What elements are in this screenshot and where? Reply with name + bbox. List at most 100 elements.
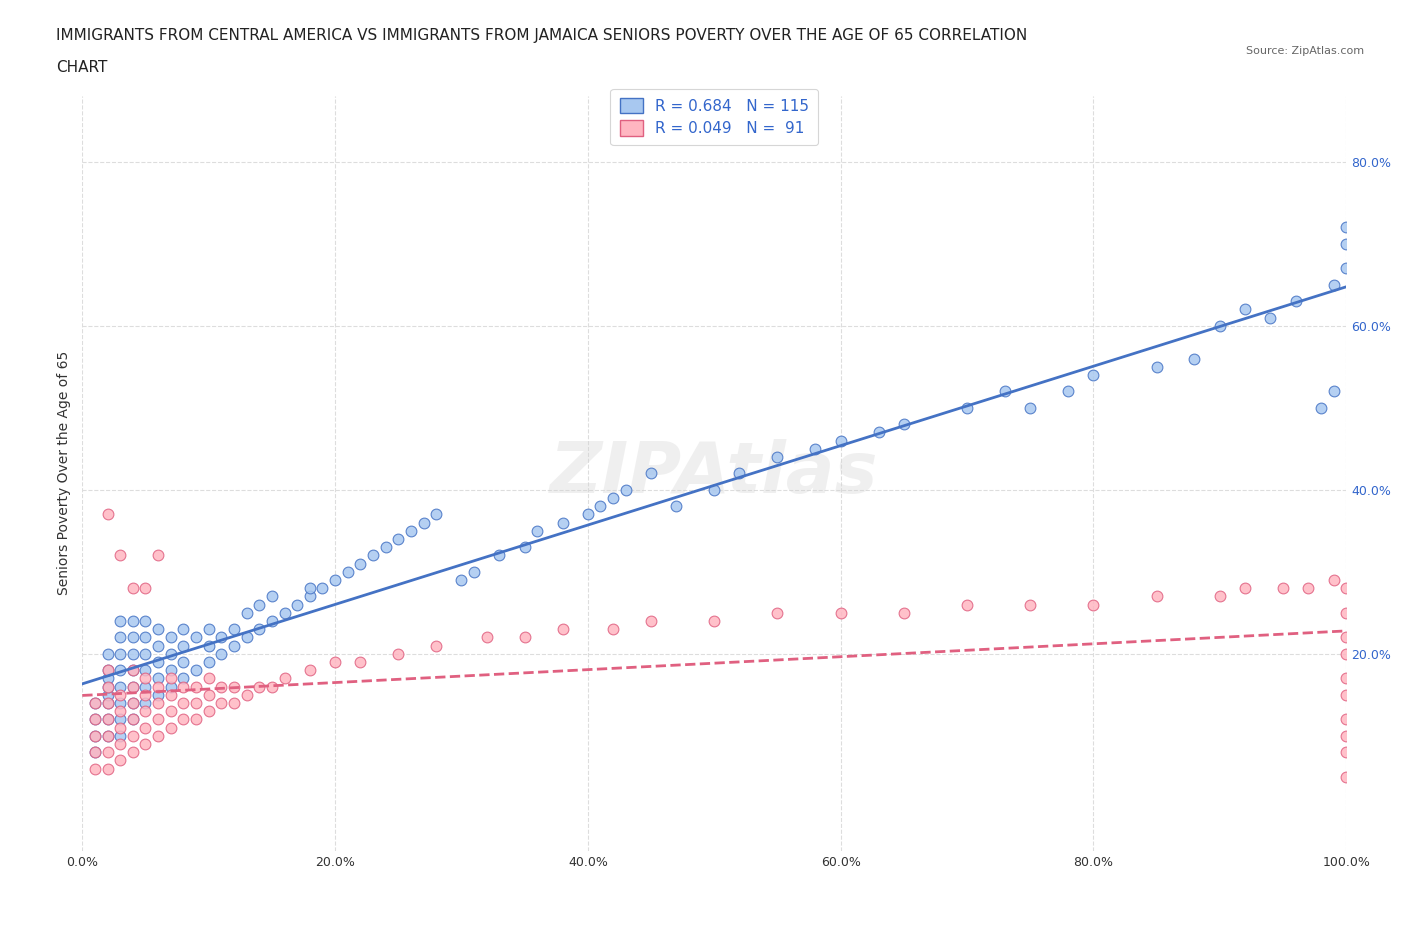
Point (84, 712, 107, 727)
Point (97, 696, 120, 711)
Point (260, 614, 283, 629)
Point (1334, 646, 1357, 661)
Point (260, 589, 283, 604)
Point (84, 761, 107, 776)
Point (134, 737, 156, 751)
Point (121, 696, 143, 711)
Point (121, 663, 143, 678)
Text: Source: ZipAtlas.com: Source: ZipAtlas.com (1246, 46, 1364, 57)
Point (425, 507, 447, 522)
Point (513, 630, 536, 644)
Point (108, 687, 131, 702)
Point (235, 630, 257, 644)
Point (184, 712, 207, 727)
Point (184, 630, 207, 644)
Point (1334, 219, 1357, 234)
Point (1284, 294, 1306, 309)
Point (197, 671, 219, 685)
Point (640, 614, 662, 629)
Point (728, 466, 751, 481)
Point (209, 630, 232, 644)
Point (121, 646, 143, 661)
Point (1334, 712, 1357, 727)
Point (1057, 384, 1080, 399)
Point (197, 655, 219, 670)
Point (247, 679, 270, 694)
Point (97, 728, 120, 743)
Point (146, 638, 169, 653)
Point (108, 728, 131, 743)
Point (1234, 302, 1257, 317)
Point (1184, 352, 1206, 366)
Point (273, 605, 295, 620)
Point (108, 614, 131, 629)
Point (97, 712, 120, 727)
Point (159, 679, 181, 694)
Point (1271, 580, 1294, 595)
Point (108, 720, 131, 735)
Point (172, 696, 194, 711)
Point (84, 745, 107, 760)
Point (804, 442, 827, 457)
Point (197, 638, 219, 653)
Point (172, 679, 194, 694)
Point (1019, 400, 1042, 415)
Point (576, 507, 599, 522)
Point (222, 696, 245, 711)
Point (172, 712, 194, 727)
Point (1209, 589, 1232, 604)
Point (121, 630, 143, 644)
Point (197, 704, 219, 719)
Point (97, 687, 120, 702)
Point (1234, 580, 1257, 595)
Point (121, 663, 143, 678)
Point (134, 630, 156, 644)
Point (146, 696, 169, 711)
Point (893, 605, 915, 620)
Point (209, 696, 232, 711)
Point (97, 671, 120, 685)
Point (209, 679, 232, 694)
Point (84, 696, 107, 711)
Point (222, 622, 245, 637)
Point (893, 417, 915, 432)
Point (146, 548, 169, 563)
Text: ZIPAtlas: ZIPAtlas (550, 439, 879, 508)
Point (134, 704, 156, 719)
Point (868, 425, 890, 440)
Point (172, 671, 194, 685)
Point (97, 663, 120, 678)
Y-axis label: Seniors Poverty Over the Age of 65: Seniors Poverty Over the Age of 65 (58, 352, 72, 595)
Point (1258, 310, 1281, 325)
Point (172, 622, 194, 637)
Point (298, 580, 321, 595)
Point (475, 630, 498, 644)
Point (703, 483, 725, 498)
Point (1334, 671, 1357, 685)
Point (463, 565, 485, 579)
Point (84, 728, 107, 743)
Point (361, 548, 384, 563)
Point (298, 663, 321, 678)
Point (108, 737, 131, 751)
Point (1334, 630, 1357, 644)
Point (425, 638, 447, 653)
Point (197, 687, 219, 702)
Point (412, 515, 434, 530)
Point (108, 630, 131, 644)
Point (134, 646, 156, 661)
Point (1019, 597, 1042, 612)
Point (285, 597, 308, 612)
Point (97, 761, 120, 776)
Point (1334, 687, 1357, 702)
Point (184, 696, 207, 711)
Point (956, 400, 979, 415)
Point (614, 483, 637, 498)
Point (159, 663, 181, 678)
Point (387, 646, 409, 661)
Point (640, 466, 662, 481)
Point (602, 622, 624, 637)
Point (1146, 359, 1168, 374)
Point (97, 728, 120, 743)
Point (323, 655, 346, 670)
